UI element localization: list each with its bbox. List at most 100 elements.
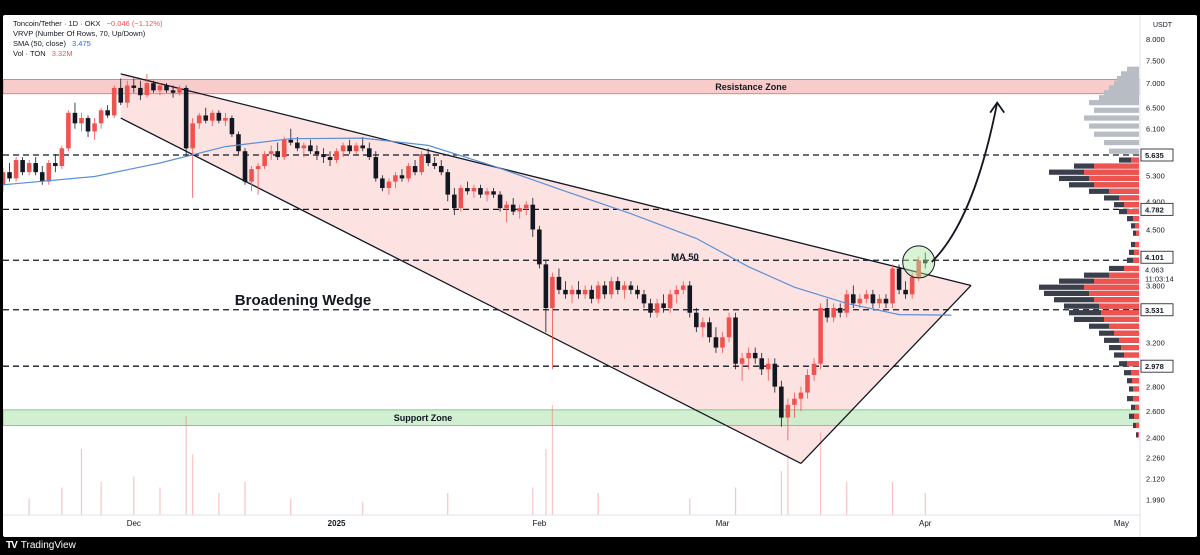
- candle-body: [445, 172, 451, 195]
- candle-body: [216, 112, 222, 121]
- price-label: 4.782: [1145, 205, 1164, 214]
- candle-body: [308, 145, 313, 152]
- volume-profile-row: [1119, 157, 1139, 163]
- price-chart[interactable]: Resistance Zone Support Zone Broadening We…: [3, 15, 1197, 537]
- candle-body: [798, 392, 804, 399]
- volume-bar: [597, 493, 599, 515]
- price-label: 4.063: [1145, 265, 1164, 274]
- candle-body: [399, 175, 405, 179]
- candle-body: [118, 87, 124, 103]
- volume-bar: [532, 487, 534, 515]
- volume-profile-row-red: [1134, 413, 1139, 419]
- volume-profile-row: [1089, 100, 1139, 106]
- y-tick-label: 5.300: [1146, 171, 1165, 180]
- candle-body: [138, 87, 143, 96]
- candle-body: [805, 374, 810, 393]
- wedge-upper-line: [120, 73, 972, 287]
- ma50-line: [3, 137, 952, 316]
- candle-body: [386, 181, 392, 189]
- candle-body: [66, 112, 71, 149]
- volume-profile-row-red: [1099, 303, 1139, 309]
- candle-body: [196, 115, 202, 124]
- candle-body: [92, 123, 97, 132]
- candle-body: [648, 303, 653, 313]
- legend-vol-label[interactable]: Vol · TON: [13, 49, 46, 58]
- volume-profile-row-red: [1131, 157, 1139, 163]
- candle-body: [713, 337, 719, 348]
- candle-body: [661, 303, 666, 309]
- candle-body: [131, 85, 137, 88]
- candle-body: [13, 160, 19, 179]
- legend-sma-label[interactable]: SMA (50, close): [13, 39, 66, 48]
- candle-body: [680, 285, 686, 290]
- y-tick-label: 7.000: [1146, 79, 1165, 88]
- candle-body: [556, 276, 562, 290]
- price-label-box: [1140, 359, 1174, 373]
- x-tick-label: Dec: [127, 519, 141, 528]
- volume-profile-row-red: [1127, 208, 1139, 215]
- volume-profile-row: [1117, 75, 1139, 82]
- candle-body: [170, 90, 176, 93]
- candle-body: [353, 145, 359, 152]
- volume-bar: [159, 487, 161, 515]
- candle-body: [497, 194, 503, 209]
- candle-body: [635, 289, 640, 295]
- volume-profile-row-red: [1109, 323, 1139, 329]
- legend-symbol[interactable]: Toncoin/Tether · 1D · OKX: [13, 19, 101, 28]
- candle-body: [857, 298, 863, 304]
- volume-profile-row-red: [1131, 370, 1139, 376]
- volume-profile-row-red: [1089, 290, 1139, 297]
- candle-body: [582, 289, 588, 295]
- candle-body: [720, 337, 725, 348]
- volume-profile-row-red: [1094, 163, 1139, 169]
- candle-body: [831, 308, 836, 318]
- volume-profile-row-red: [1133, 396, 1139, 402]
- candle-body: [851, 294, 856, 304]
- legend-vol-value: 3.32M: [51, 49, 73, 58]
- candle-body: [759, 358, 765, 370]
- candle-body: [550, 276, 555, 309]
- candle-body: [478, 188, 483, 195]
- volume-profile-row-red: [1104, 316, 1139, 322]
- candle-body: [452, 194, 457, 209]
- volume-bar: [734, 487, 737, 515]
- candle-body: [916, 260, 921, 277]
- candle-body: [595, 285, 601, 299]
- y-tick-label: 8.000: [1146, 35, 1165, 44]
- candle-body: [877, 298, 882, 304]
- volume-profile-row-red: [1127, 361, 1139, 367]
- candle-body: [765, 363, 771, 370]
- candle-body: [694, 312, 699, 328]
- candle-body: [870, 294, 876, 304]
- candle-body: [641, 294, 647, 304]
- legend-vrvp[interactable]: VRVP (Number Of Rows, 70, Up/Down): [13, 29, 146, 38]
- volume-profile-row: [1104, 90, 1139, 96]
- x-tick-label: 2025: [328, 519, 346, 528]
- candle-body: [20, 160, 25, 173]
- candle-body: [818, 308, 823, 364]
- brand-label: TradingView: [20, 539, 76, 551]
- candle-body: [111, 87, 117, 116]
- volume-profile-row: [1121, 71, 1139, 77]
- candle-body: [922, 260, 928, 264]
- legend-sma-row: SMA (50, close) 3.475: [13, 39, 95, 48]
- candle-body: [393, 175, 398, 182]
- volume-profile-row-red: [1094, 278, 1139, 284]
- legend-symbol-row: Toncoin/Tether · 1D · OKX −0.046 (−1.12%…: [13, 19, 167, 28]
- volume-profile-row-red: [1109, 272, 1139, 278]
- candle-body: [622, 285, 627, 290]
- candle-body: [739, 358, 745, 364]
- volume-profile-row-red: [1134, 249, 1139, 255]
- y-tick-label: 2.260: [1146, 454, 1165, 463]
- candle-body: [105, 110, 110, 116]
- candle-body: [7, 172, 12, 179]
- candle-body: [347, 145, 352, 152]
- candle-body: [667, 294, 673, 309]
- candle-body: [46, 163, 52, 182]
- candle-body: [576, 289, 581, 295]
- candle-body: [255, 166, 261, 170]
- volume-profile-row: [1094, 107, 1139, 113]
- candle-body: [210, 112, 215, 121]
- volume-profile-row-red: [1135, 241, 1139, 248]
- price-label-box: [1140, 148, 1174, 162]
